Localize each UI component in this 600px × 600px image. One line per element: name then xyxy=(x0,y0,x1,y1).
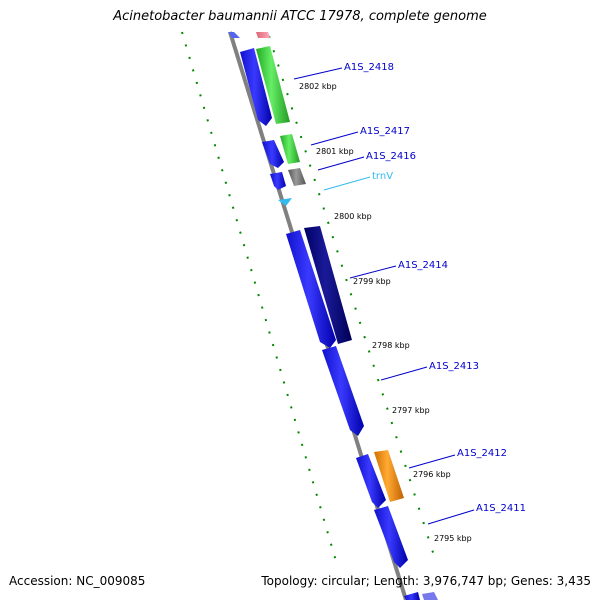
gene-label: A1S_2411 xyxy=(476,503,526,514)
gene-A1S_2417 xyxy=(280,134,300,164)
label-leader-A1S_2417 xyxy=(310,131,359,146)
gc-skew-track-inner xyxy=(268,35,437,563)
gene-arrow-blue xyxy=(286,230,336,348)
gene-trnV xyxy=(278,198,292,206)
position-tick-label: 2799 kbp xyxy=(353,277,391,286)
gene-partial-top-pink xyxy=(256,32,270,38)
gene-label: A1S_2418 xyxy=(344,62,394,73)
gene-A1S_2416 xyxy=(288,168,306,186)
genome-summary-label: Topology: circular; Length: 3,976,747 bp… xyxy=(261,574,591,588)
gene-A1S_2418 xyxy=(256,46,290,124)
position-tick-label: 2797 kbp xyxy=(392,406,430,415)
gene-partial-bottom xyxy=(404,592,420,600)
label-leader-A1S_2412 xyxy=(408,454,456,469)
gene-label: trnV xyxy=(372,171,393,182)
gene-label: A1S_2412 xyxy=(457,448,507,459)
gene-partial-top-left xyxy=(228,32,240,38)
position-tick-label: 2798 kbp xyxy=(372,341,410,350)
map-title: Acinetobacter baumannii ATCC 17978, comp… xyxy=(113,9,487,24)
position-tick-label: 2795 kbp xyxy=(434,534,472,543)
gene-A1S_2414 xyxy=(304,226,352,344)
position-tick-label: 2802 kbp xyxy=(299,82,337,91)
gene-A1S_2411 xyxy=(374,506,408,568)
label-leader-A1S_2418 xyxy=(293,67,343,80)
gene-partial-bottom-light xyxy=(422,592,438,600)
label-leader-A1S_2416 xyxy=(317,156,365,171)
gene-A1S_2412 xyxy=(374,450,404,502)
accession-label: Accession: NC_009085 xyxy=(9,574,146,588)
position-tick-label: 2796 kbp xyxy=(413,470,451,479)
position-tick-label: 2801 kbp xyxy=(316,147,354,156)
gene-label: A1S_2414 xyxy=(398,260,448,271)
gene-arrow-blue xyxy=(262,140,284,168)
gene-arrow-blue xyxy=(270,172,286,190)
gene-arrow-blue xyxy=(356,454,386,508)
gene-A1S_2413 xyxy=(322,346,364,436)
gene-arrow-blue xyxy=(240,48,272,126)
label-leader-A1S_2411 xyxy=(427,509,475,525)
label-leader-A1S_2414 xyxy=(349,265,397,279)
gene-label: A1S_2413 xyxy=(429,361,479,372)
gene-label: A1S_2416 xyxy=(366,151,416,162)
label-leader-A1S_2413 xyxy=(380,366,428,381)
label-leader-trnV xyxy=(323,176,371,191)
position-tick-label: 2800 kbp xyxy=(334,212,372,221)
gene-label: A1S_2417 xyxy=(360,126,410,137)
